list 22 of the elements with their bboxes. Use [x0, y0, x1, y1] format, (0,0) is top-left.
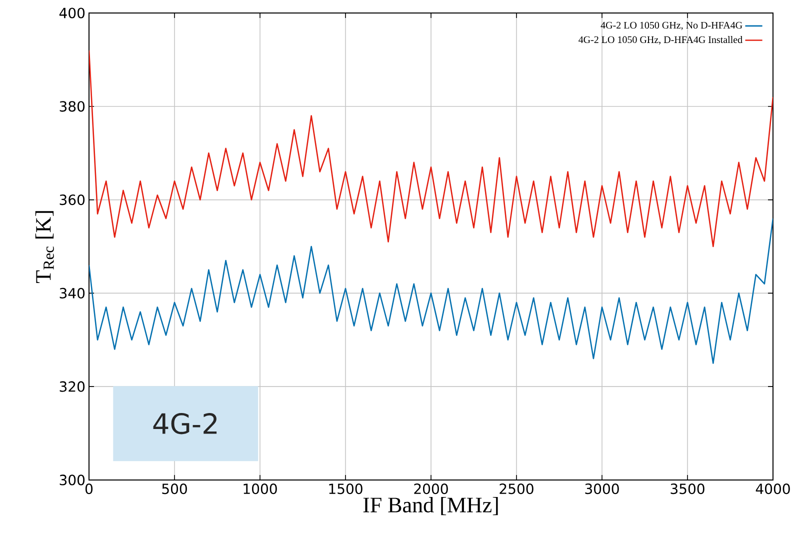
x-tick-label: 2000 [414, 484, 448, 494]
y-tick-label: 300 [60, 474, 85, 486]
y-tick-label: 320 [60, 381, 85, 392]
annotation: 4G-2 [153, 413, 217, 434]
x-tick-label: 3000 [585, 484, 619, 494]
x-tick-label: 2500 [500, 484, 534, 494]
x-tick-label: 1500 [329, 484, 362, 494]
legend-label: 4G-2 LO 1050 GHz, D-HFA4G Installed [578, 36, 742, 44]
y-tick-label: 340 [60, 288, 85, 298]
x-tick-label: 1000 [244, 484, 277, 494]
x-tick-label: 500 [162, 484, 187, 494]
x-tick-label: 3500 [670, 484, 704, 494]
x-axis-title: IF Band [MHz] [363, 496, 498, 516]
y-axis-title: T$_{Rec}$ [K] [35, 211, 54, 284]
y-tick-label: 360 [60, 194, 85, 206]
x-tick-label: 4000 [756, 484, 790, 494]
x-tick-label: 0 [85, 484, 93, 494]
line-series [89, 218, 773, 364]
legend-label: 4G-2 LO 1050 GHz, No D-HFA4G [600, 22, 742, 30]
y-tick-label: 380 [60, 101, 85, 112]
y-tick-label: 400 [59, 8, 85, 18]
line-series [89, 50, 773, 248]
